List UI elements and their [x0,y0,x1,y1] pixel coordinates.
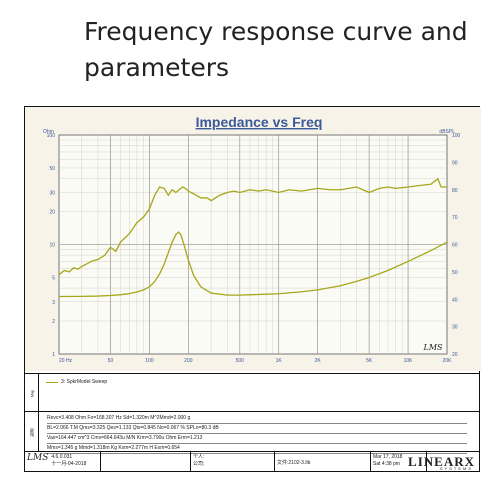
linearx-brand-sub: SYSTEMS [439,466,473,471]
x-tick-label: 5K [366,358,373,364]
x-tick-label: 200 [184,358,193,364]
footer-logo: LMS [27,453,49,463]
left-tick-label: 30 [49,190,55,196]
page-heading: Frequency response curve and parameters [84,17,468,82]
right-tick-label: 60 [452,243,458,249]
right-tick-label: 80 [452,188,458,194]
info-label: 說明 [29,428,34,436]
chart-title: Impedance vs Freq [196,114,323,130]
param-line-1: Revc=3.408 Ohm Fo=168.307 Hz Sd=1.320m M… [47,414,467,424]
legend-swatch [46,382,58,383]
footer-file-cell: 文件:2102-3.lib [275,452,371,472]
footer-date-long: Mar 17, 2018 [373,454,403,460]
legend-row: Map 3: SpkrModel Sweep [25,373,479,412]
x-tick-label: 500 [236,358,245,364]
left-tick-label: 20 [49,210,55,216]
info-side-label: 說明 [25,412,39,452]
footer-person-cell: 个人: 公司: [191,452,275,472]
chart-watermark: LMS [423,343,444,352]
left-tick-label: 100 [47,133,56,139]
param-line-3: Vas=164.447 cm^3 Cms=664.643u M/N Krm=3.… [47,434,467,444]
footer-version: 4.6.0.031 [51,454,73,460]
right-tick-label: 50 [452,270,458,276]
x-tick-label: 10K [404,358,414,364]
x-tick-label: 2K [315,358,322,364]
impedance-curve [58,231,448,298]
param-line-2: BL=2.066 T.M Qms=3.325 Qes=1.133 Qts=0.8… [47,424,467,434]
map-side-label: Map [25,374,39,412]
right-tick-label: 40 [452,297,458,303]
spl-curve [58,177,447,276]
right-axis-unit: dBSPL [439,129,455,135]
footer-blank-cell [101,452,191,472]
x-tick-label: 20K [443,358,453,364]
footer-person: 个人: [193,454,205,460]
left-tick-label: 1 [52,352,55,358]
parameter-row: 說明 Revc=3.408 Ohm Fo=168.307 Hz Sd=1.320… [25,411,479,454]
left-tick-label: 5 [52,275,55,281]
x-tick-label: 1K [276,358,283,364]
footer-time: Sat 4:38 pm [373,461,400,467]
x-tick-label: 20 Hz [59,358,73,364]
report-footer: LMS 4.6.0.031 十一月-04-2018 个人: 公司: 文件:210… [25,451,479,472]
param-line-4: Mms=1.345 g Mmd=1.318m Kg Kxm=2.277m H E… [47,444,467,454]
legend-entry: 3: SpkrModel Sweep [61,379,108,385]
x-tick-label: 100 [145,358,154,364]
footer-date-short: 十一月-04-2018 [51,461,87,467]
impedance-chart: Impedance vs Freq Ohm dBSPL 1 2 3 5 10 20 30 50 100… [43,114,461,364]
right-tick-label: 100 [452,133,461,139]
left-tick-label: 2 [52,319,55,325]
footer-company: 公司: [193,461,205,467]
left-tick-label: 50 [49,166,55,172]
linearx-brand: LINEARX [408,454,475,469]
left-tick-label: 10 [49,243,55,249]
parameter-lines: Revc=3.408 Ohm Fo=168.307 Hz Sd=1.320m M… [47,414,467,454]
left-tick-label: 3 [52,300,55,306]
left-axis-unit: Ohm [43,129,54,135]
right-tick-label: 70 [452,215,458,221]
right-tick-label: 90 [452,160,458,166]
footer-date-cell: Mar 17, 2018 Sat 4:38 pm [371,452,427,472]
x-tick-label: 50 [108,358,114,364]
footer-file: 文件:2102-3.lib [277,460,311,466]
map-label: Map [29,389,34,397]
right-tick-label: 30 [452,325,458,331]
lms-report-frame: Impedance vs Freq Ohm dBSPL 1 2 3 5 10 20 30 50 100… [24,106,481,472]
right-tick-label: 20 [452,352,458,358]
footer-version-cell: LMS 4.6.0.031 十一月-04-2018 [25,452,101,472]
